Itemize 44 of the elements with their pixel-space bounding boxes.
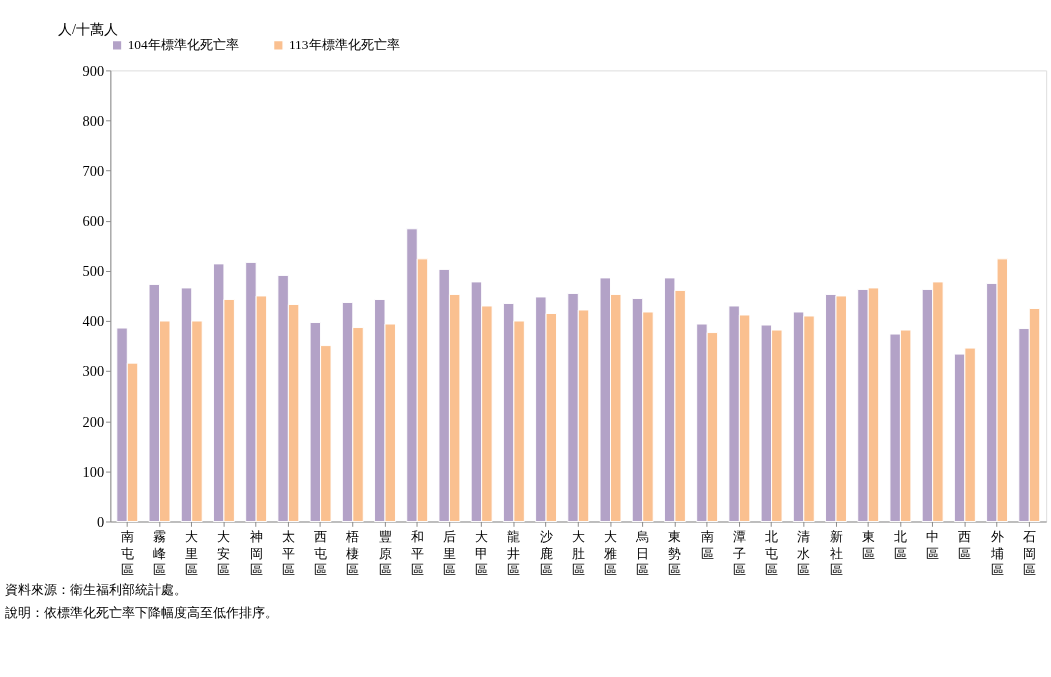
x-tick-label: 龍井區 [507,529,521,577]
x-tick-label: 霧峰區 [153,529,167,577]
y-tick-label: 500 [82,263,105,280]
x-tick-label: 太平區 [281,529,295,577]
x-tick-label: 北屯區 [765,529,779,577]
x-tick-label: 北區 [893,529,907,561]
x-tick-label: 中區 [926,529,940,561]
x-tick-label: 南區 [700,529,714,561]
legend-label: 104年標準化死亡率 [127,37,239,53]
y-tick-label: 900 [82,62,105,79]
x-tick-label: 大安區 [217,529,231,577]
y-tick-label: 100 [82,463,105,480]
x-tick-label: 外埔區 [989,529,1004,577]
x-tick-label: 新社區 [829,529,843,577]
y-tick-label: 800 [82,112,105,129]
x-tick-label: 西屯區 [314,529,328,577]
x-tick-label: 大雅區 [604,529,617,577]
source-note: 資料來源：衛生福利部統計處。 [4,582,187,598]
y-tick-label: 0 [96,513,105,530]
y-tick-label: 200 [82,413,105,430]
x-tick-label: 西區 [958,529,972,561]
x-tick-label: 石岡區 [1022,529,1036,577]
x-tick-label: 梧棲區 [345,529,360,577]
x-tick-label: 豐原區 [378,529,392,577]
y-tick-label: 400 [82,313,105,330]
y-tick-label: 300 [82,363,105,380]
y-tick-label: 600 [82,213,105,230]
legend-label: 113年標準化死亡率 [288,37,400,53]
x-tick-label: 沙鹿區 [539,529,553,577]
y-axis-title: 人/十萬人 [58,21,119,38]
x-tick-label: 潭子區 [732,529,746,577]
x-tick-label: 大甲區 [475,529,489,577]
x-tick-label: 和平區 [410,529,424,577]
x-tick-label: 大肚區 [571,529,585,577]
x-tick-label: 東勢區 [668,529,682,577]
y-tick-label: 700 [82,162,105,179]
x-tick-label: 烏日區 [635,529,650,577]
text: 說明：依標準化死亡率下降幅度高至低作排序。 [4,605,278,621]
x-tick-label: 神岡區 [249,529,263,577]
x-tick-label: 南屯區 [120,529,134,577]
x-tick-label: 東區 [861,529,875,561]
x-tick-label: 大里區 [185,529,199,577]
x-tick-label: 清水區 [797,529,811,577]
x-tick-label: 后里區 [442,529,456,577]
